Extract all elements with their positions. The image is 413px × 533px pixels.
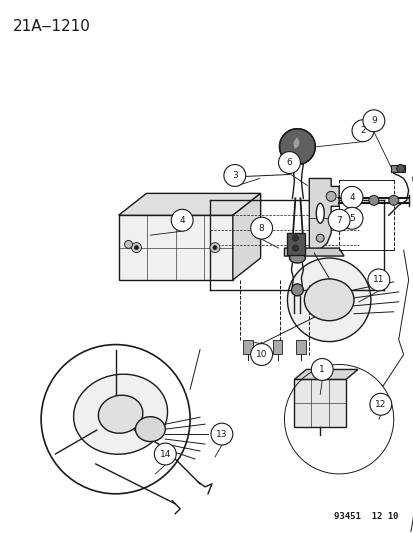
Circle shape	[287, 258, 370, 342]
Circle shape	[368, 196, 378, 205]
Circle shape	[311, 359, 332, 381]
Polygon shape	[284, 248, 343, 256]
Text: 12: 12	[374, 400, 386, 409]
Text: 13: 13	[216, 430, 227, 439]
Circle shape	[292, 235, 298, 241]
Text: 8: 8	[258, 224, 264, 233]
Ellipse shape	[98, 395, 142, 433]
Ellipse shape	[316, 203, 323, 223]
Polygon shape	[294, 369, 357, 379]
Circle shape	[154, 443, 176, 465]
Circle shape	[396, 165, 404, 173]
Circle shape	[212, 246, 216, 249]
Wedge shape	[293, 138, 299, 149]
Circle shape	[340, 187, 362, 208]
Ellipse shape	[74, 374, 167, 454]
Text: 2: 2	[359, 126, 365, 135]
Polygon shape	[118, 193, 260, 215]
Circle shape	[292, 245, 298, 251]
Circle shape	[223, 165, 245, 187]
Circle shape	[328, 209, 349, 231]
Text: 14: 14	[159, 449, 171, 458]
Circle shape	[211, 423, 232, 445]
Circle shape	[250, 217, 272, 239]
Circle shape	[348, 196, 358, 205]
Ellipse shape	[289, 253, 305, 263]
Text: 4: 4	[348, 193, 354, 202]
Circle shape	[171, 209, 192, 231]
Polygon shape	[309, 179, 338, 250]
Text: 6: 6	[286, 158, 292, 167]
Text: 7: 7	[335, 216, 341, 225]
Circle shape	[278, 151, 300, 173]
Circle shape	[124, 240, 132, 248]
Circle shape	[351, 120, 373, 142]
Text: 21A‒1210: 21A‒1210	[13, 19, 91, 34]
Text: 10: 10	[255, 350, 267, 359]
Text: 5: 5	[348, 214, 354, 223]
Circle shape	[131, 243, 141, 253]
Bar	[390, 165, 404, 173]
Bar	[296, 340, 306, 353]
Bar	[272, 340, 282, 353]
Circle shape	[388, 196, 398, 205]
Text: 9: 9	[370, 116, 376, 125]
Bar	[242, 340, 252, 353]
Circle shape	[209, 243, 219, 253]
Text: 3: 3	[231, 171, 237, 180]
Circle shape	[362, 110, 384, 132]
Bar	[287, 233, 305, 255]
Circle shape	[367, 269, 389, 291]
Circle shape	[250, 344, 272, 366]
Circle shape	[291, 284, 303, 296]
Circle shape	[316, 234, 323, 242]
Bar	[294, 379, 345, 427]
Polygon shape	[118, 215, 232, 280]
Wedge shape	[279, 129, 315, 165]
Circle shape	[134, 246, 138, 249]
Polygon shape	[232, 193, 260, 280]
Circle shape	[325, 191, 335, 201]
Circle shape	[369, 393, 391, 415]
Text: 1: 1	[318, 365, 324, 374]
Text: 4: 4	[179, 216, 185, 225]
Text: 93451  12 10: 93451 12 10	[333, 512, 398, 521]
Circle shape	[340, 207, 362, 229]
Ellipse shape	[304, 279, 353, 321]
Ellipse shape	[135, 417, 165, 441]
Text: 11: 11	[372, 276, 384, 285]
